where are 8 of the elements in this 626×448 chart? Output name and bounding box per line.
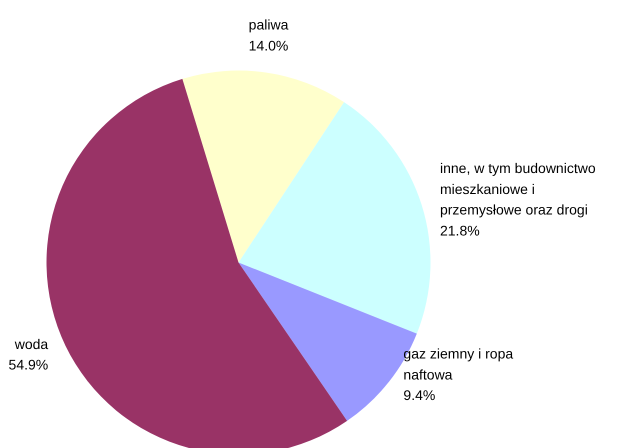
slice-label: woda <box>14 336 48 352</box>
data-label: 14.0% <box>248 37 288 54</box>
data-label: 21.8% <box>440 222 480 238</box>
data-label: 54.9% <box>8 356 48 373</box>
slice-label: inne, w tym budownictwo mieszkaniowe i przemysłowe oraz drogi <box>440 160 596 218</box>
data-label: 9.4% <box>403 387 436 404</box>
slice-label: gaz ziemny i ropa naftowa <box>403 346 514 382</box>
slice-label: paliwa <box>248 16 289 33</box>
